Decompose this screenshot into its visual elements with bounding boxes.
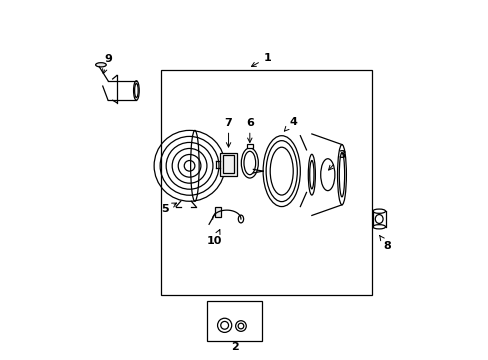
Text: 1: 1 [251,53,271,67]
Bar [223,156,234,173]
Bar [161,70,371,295]
Ellipse shape [96,63,106,67]
Bar [215,207,221,217]
Text: 6: 6 [245,118,253,143]
Text: 10: 10 [206,230,222,246]
Text: 5: 5 [161,203,176,214]
Text: 7: 7 [224,118,232,147]
Bar [220,153,237,176]
Bar [207,301,262,341]
Text: 4: 4 [284,117,297,131]
Bar [246,144,252,148]
Text: 8: 8 [379,235,390,251]
Text: 2: 2 [230,342,238,352]
Text: 9: 9 [102,54,112,73]
Text: 3: 3 [328,150,345,170]
